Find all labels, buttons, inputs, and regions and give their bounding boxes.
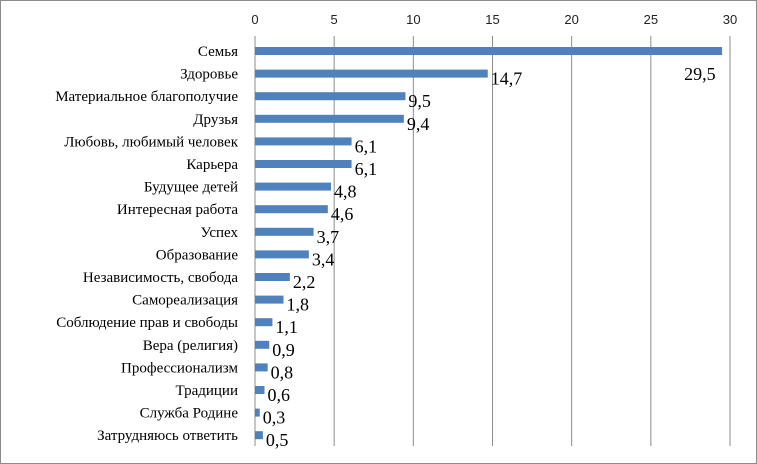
x-tick-label: 0 [251, 12, 258, 27]
bar [255, 363, 268, 372]
category-label: Друзья [193, 112, 238, 128]
category-label: Здоровье [180, 67, 238, 83]
category-label: Материальное благополучие [55, 89, 238, 105]
category-label: Будущее детей [144, 180, 238, 196]
bar [255, 227, 314, 236]
bar [255, 340, 270, 349]
bar [255, 386, 265, 394]
bars [255, 47, 723, 440]
bar [255, 182, 331, 191]
data-labels: 29,5 14,7 9,5 9,4 6,1 6,1 4,84,6 3,73,4 2,2 1,81,… [263, 64, 716, 450]
x-tick-label: 5 [331, 12, 338, 27]
bar [255, 295, 284, 304]
category-label: Традиции [176, 383, 239, 399]
x-tick-label: 30 [723, 12, 737, 27]
x-tick-label: 25 [644, 12, 658, 27]
data-label: 14,7 [491, 69, 523, 89]
x-tick-label: 10 [406, 12, 420, 27]
data-label: 0,6 [268, 385, 291, 405]
data-label: 4,6 [331, 204, 354, 224]
category-label: Семья [198, 44, 238, 60]
bar [255, 137, 352, 146]
data-label: 4,8 [334, 182, 357, 202]
category-label: Успех [201, 225, 239, 241]
bar [255, 160, 352, 168]
category-label: Вера (религия) [143, 338, 238, 354]
category-label: Интересная работа [117, 202, 238, 218]
category-labels: Семья Здоровье Материальное благополучие Др… [55, 44, 239, 444]
bar [255, 114, 404, 123]
data-label: 3,7 [317, 227, 340, 247]
data-label: 1,1 [275, 317, 298, 337]
bar [255, 408, 260, 417]
category-label: Любовь, любимый человек [64, 134, 238, 150]
bar [255, 273, 290, 281]
category-label: Образование [156, 247, 239, 263]
data-label: 0,8 [271, 362, 294, 382]
data-label: 9,4 [407, 114, 430, 134]
bar [255, 318, 273, 327]
bar [255, 431, 263, 440]
x-tick-label: 15 [485, 12, 499, 27]
data-label: 29,5 [684, 64, 716, 84]
data-label: 0,5 [266, 430, 289, 450]
bar [255, 250, 309, 259]
category-label: Профессионализм [121, 360, 238, 376]
data-label: 0,9 [272, 340, 295, 360]
data-label: 3,4 [312, 249, 335, 269]
data-label: 1,8 [287, 295, 310, 315]
category-label: Независимость, свобода [83, 270, 238, 286]
data-label: 6,1 [355, 159, 378, 179]
data-label: 9,5 [408, 91, 431, 111]
category-label: Затрудняюсь ответить [97, 428, 238, 444]
bar [255, 69, 488, 78]
bar [255, 92, 406, 101]
bar [255, 47, 723, 55]
category-label: Соблюдение прав и свободы [56, 315, 238, 331]
gridlines [254, 36, 731, 446]
bar [255, 205, 328, 214]
data-label: 6,1 [355, 136, 378, 156]
category-label: Служба Родине [140, 406, 239, 422]
category-label: Самореализация [132, 293, 238, 309]
x-axis-ticks: 0 5 10 15 20 25 30 [251, 12, 737, 27]
category-label: Карьера [186, 157, 238, 173]
x-tick-label: 20 [564, 12, 578, 27]
data-label: 0,3 [263, 408, 286, 428]
data-label: 2,2 [293, 272, 316, 292]
